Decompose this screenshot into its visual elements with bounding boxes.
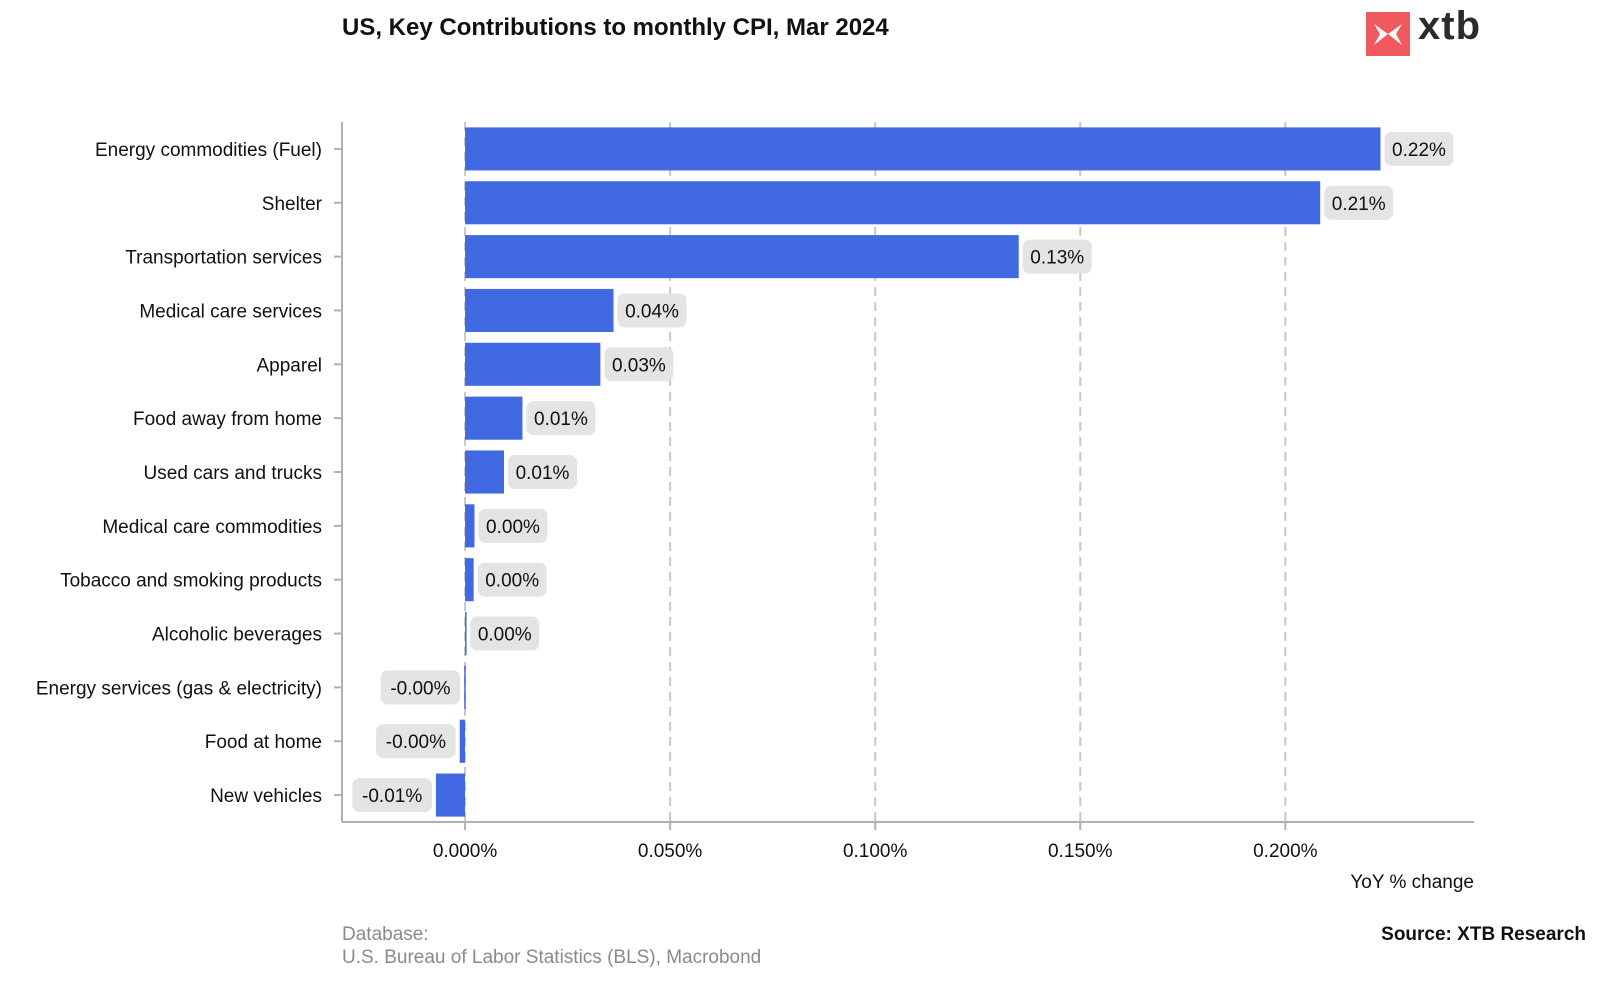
bar <box>464 665 466 709</box>
data-label: 0.00% <box>478 625 532 646</box>
brand-logo: xtb <box>1366 4 1494 60</box>
category-label: Food at home <box>205 732 322 753</box>
bar <box>465 235 1019 279</box>
data-label: 0.21% <box>1332 194 1386 215</box>
x-axis-label: YoY % change <box>1350 872 1474 893</box>
bar <box>465 181 1321 225</box>
data-label: 0.01% <box>516 463 570 484</box>
category-label: Alcoholic beverages <box>152 625 322 646</box>
category-label: Energy commodities (Fuel) <box>95 140 322 161</box>
data-label-box <box>508 455 578 489</box>
database-source: U.S. Bureau of Labor Statistics (BLS), M… <box>342 947 762 968</box>
chart-title: US, Key Contributions to monthly CPI, Ma… <box>342 14 889 41</box>
data-label-box <box>526 401 596 436</box>
data-label-box <box>604 347 674 382</box>
category-label: Medical care services <box>139 301 322 322</box>
data-label: 0.01% <box>534 409 588 430</box>
data-label: 0.00% <box>486 517 540 538</box>
xtb-logo-icon <box>1366 12 1410 56</box>
bar <box>465 288 614 332</box>
data-label: -0.01% <box>362 786 422 807</box>
category-label: Apparel <box>257 355 323 376</box>
bar <box>435 773 466 817</box>
bar <box>465 396 523 440</box>
data-label: -0.00% <box>386 732 446 753</box>
data-label-box <box>1384 131 1454 166</box>
x-tick-label: 0.150% <box>1048 841 1113 862</box>
data-label: 0.00% <box>485 571 539 592</box>
logo-wordmark: xtb <box>1418 4 1481 48</box>
data-label-box <box>617 293 687 328</box>
x-tick-label: 0.200% <box>1253 841 1318 862</box>
category-label: Food away from home <box>133 409 322 430</box>
bar <box>465 504 475 548</box>
data-label: 0.22% <box>1392 140 1446 161</box>
bar <box>465 342 601 386</box>
data-label-box <box>477 562 547 597</box>
bar-chart: 0.000% 0.050% 0.100% 0.150% 0.200% YoY % chan… <box>36 122 1474 893</box>
category-label: Transportation services <box>125 248 322 269</box>
bar <box>465 127 1381 171</box>
category-label: Medical care commodities <box>102 517 322 538</box>
category-label: Tobacco and smoking products <box>60 571 322 592</box>
x-tick-label: 0.000% <box>433 841 498 862</box>
data-label-box <box>478 508 548 543</box>
data-label-box <box>470 616 540 651</box>
bar <box>465 450 505 494</box>
category-label: Used cars and trucks <box>144 463 322 484</box>
bar <box>465 612 467 656</box>
data-label: 0.13% <box>1030 248 1084 269</box>
bar <box>459 719 466 763</box>
data-label: 0.04% <box>625 301 679 322</box>
data-label: 0.03% <box>612 355 666 376</box>
data-label-box <box>1022 239 1092 274</box>
data-label-box <box>376 724 456 759</box>
category-label: Shelter <box>262 194 323 215</box>
data-label-box <box>380 670 461 705</box>
data-label: -0.00% <box>390 678 450 699</box>
data-label-box <box>1324 185 1394 220</box>
database-label: Database: <box>342 924 429 945</box>
bar <box>465 558 474 602</box>
source-credit: Source: XTB Research <box>1381 924 1586 945</box>
data-label-box <box>352 778 432 813</box>
category-label: Energy services (gas & electricity) <box>36 678 322 699</box>
category-label: New vehicles <box>210 786 322 807</box>
x-tick-label: 0.100% <box>843 841 908 862</box>
x-tick-label: 0.050% <box>638 841 703 862</box>
